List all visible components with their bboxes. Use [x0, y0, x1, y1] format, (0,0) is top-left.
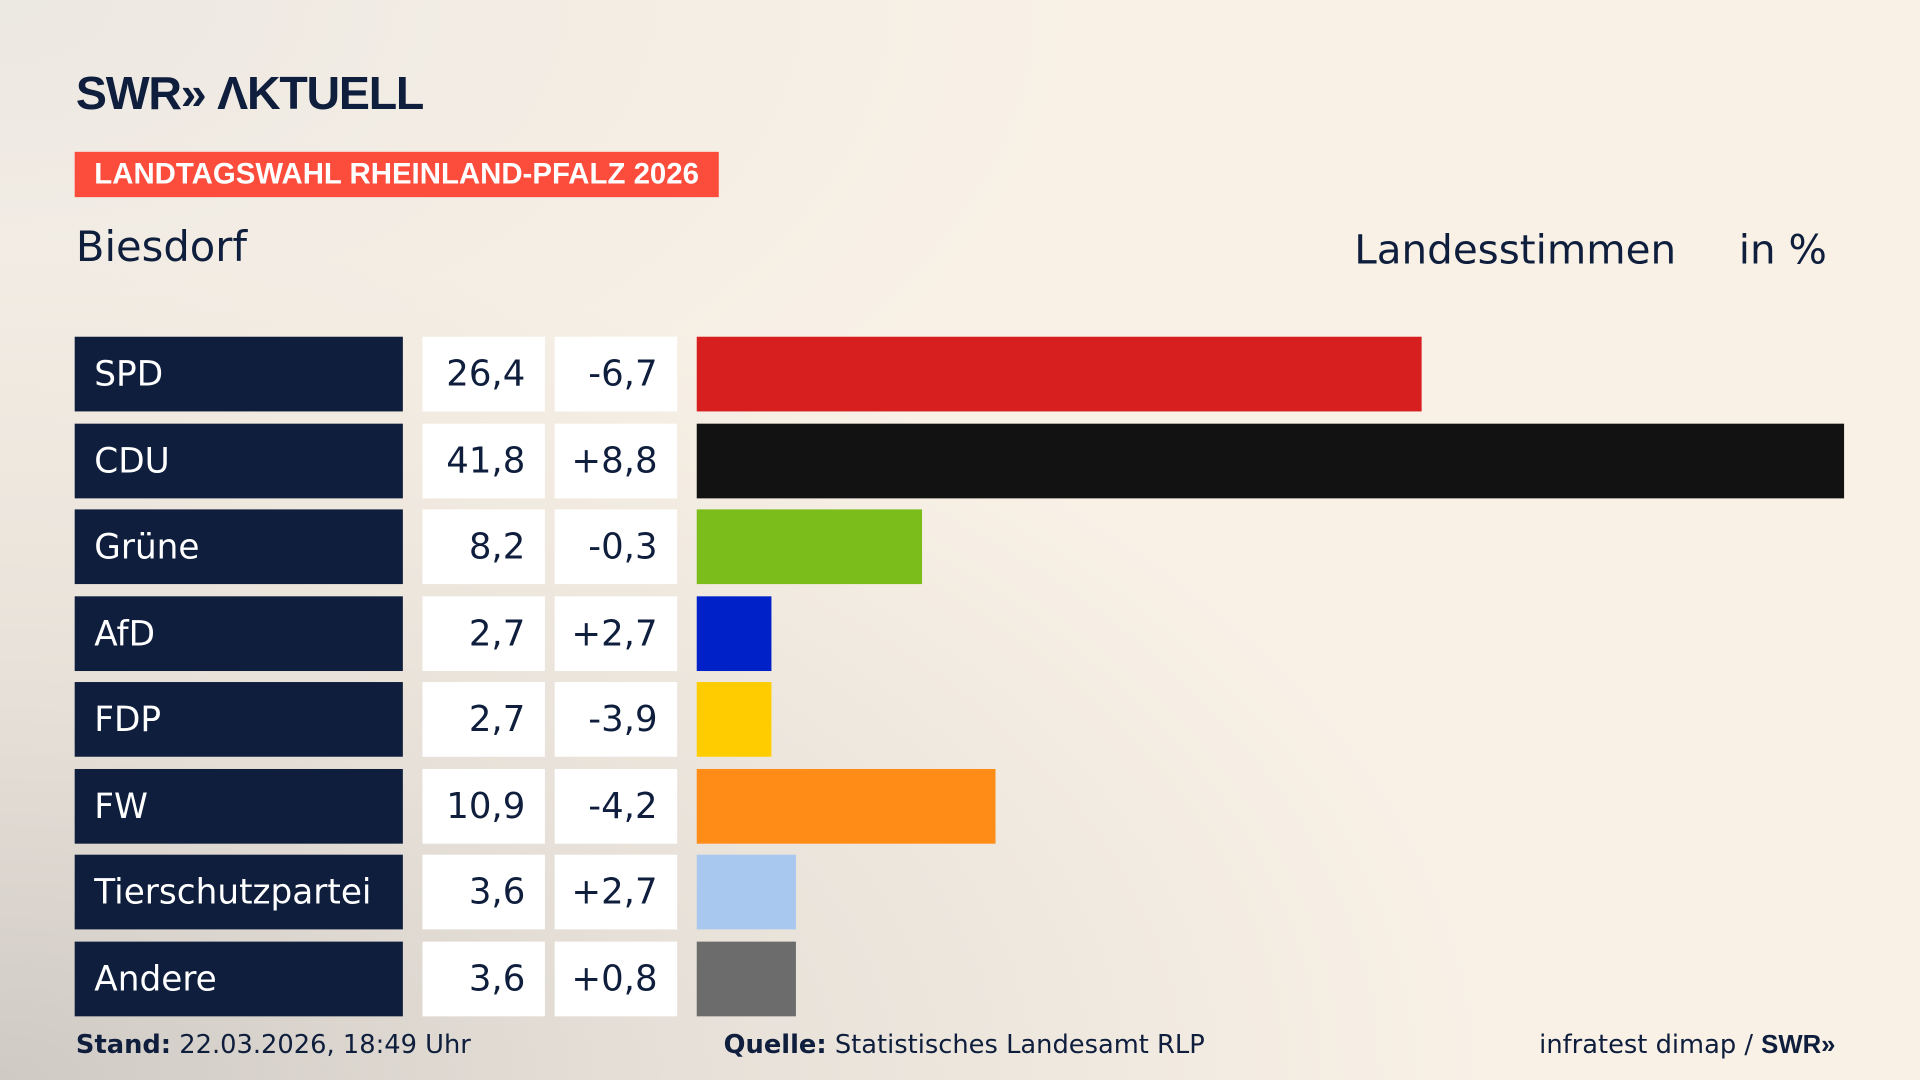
bar — [696, 336, 1422, 412]
bar — [696, 941, 796, 1016]
vote-change: -0,3 — [554, 509, 678, 585]
party-name: FW — [74, 768, 403, 844]
vote-share: 2,7 — [422, 595, 545, 671]
bar — [696, 595, 771, 671]
vote-change: -4,2 — [554, 768, 678, 844]
vote-share: 8,2 — [422, 509, 545, 585]
source-value: Statistisches Landesamt RLP — [834, 1029, 1205, 1060]
stand-label: Stand: — [75, 1029, 172, 1060]
vote-change: +0,8 — [554, 941, 678, 1016]
party-name: AfD — [74, 595, 403, 671]
stand-value: 22.03.2026, 18:49 Uhr — [179, 1029, 471, 1060]
bar — [696, 509, 922, 585]
bar — [696, 682, 771, 757]
party-name: Grüne — [74, 509, 403, 585]
party-row: FW 10,9 -4,2 — [0, 768, 1920, 844]
bar — [696, 423, 1845, 498]
vote-share: 3,6 — [422, 941, 545, 1016]
party-row: Grüne 8,2 -0,3 — [0, 509, 1920, 585]
vote-share: 41,8 — [422, 423, 545, 498]
party-row: Tierschutzpartei 3,6 +2,7 — [0, 854, 1920, 930]
bar — [696, 768, 996, 844]
location-title: Biesdorf — [75, 222, 248, 272]
party-name: SPD — [74, 336, 403, 412]
vote-share: 2,7 — [422, 682, 545, 757]
party-row: Andere 3,6 +0,8 — [0, 941, 1920, 1016]
party-name: CDU — [74, 423, 403, 498]
vote-share: 26,4 — [422, 336, 545, 412]
swr-logo: SWR» — [1761, 1031, 1836, 1060]
credit: infratest dimap / SWR» — [1539, 1030, 1835, 1061]
party-name: Tierschutzpartei — [74, 854, 403, 930]
election-badge: LANDTAGSWAHL RHEINLAND-PFALZ 2026 — [74, 151, 719, 198]
party-name: Andere — [74, 941, 403, 1016]
vote-change: +8,8 — [554, 423, 678, 498]
party-row: CDU 41,8 +8,8 — [0, 423, 1920, 498]
source: Quelle: Statistisches Landesamt RLP — [724, 1030, 1205, 1059]
vote-type-header: Landesstimmen — [1354, 225, 1677, 274]
credit-text: infratest dimap / — [1539, 1029, 1762, 1060]
swr-aktuell-logo: SWR» ΛKTUELL — [75, 68, 424, 121]
vote-change: +2,7 — [554, 595, 678, 671]
vote-change: -6,7 — [554, 336, 678, 412]
party-row: FDP 2,7 -3,9 — [0, 682, 1920, 757]
vote-change: +2,7 — [554, 854, 678, 930]
party-name: FDP — [74, 682, 403, 757]
vote-share: 10,9 — [422, 768, 545, 844]
unit-header: in % — [1738, 225, 1827, 274]
vote-change: -3,9 — [554, 682, 678, 757]
source-label: Quelle: — [723, 1029, 827, 1060]
vote-share: 3,6 — [422, 854, 545, 930]
timestamp: Stand: 22.03.2026, 18:49 Uhr — [76, 1030, 471, 1059]
party-row: AfD 2,7 +2,7 — [0, 595, 1920, 671]
party-row: SPD 26,4 -6,7 — [0, 336, 1920, 412]
bar — [696, 854, 796, 930]
